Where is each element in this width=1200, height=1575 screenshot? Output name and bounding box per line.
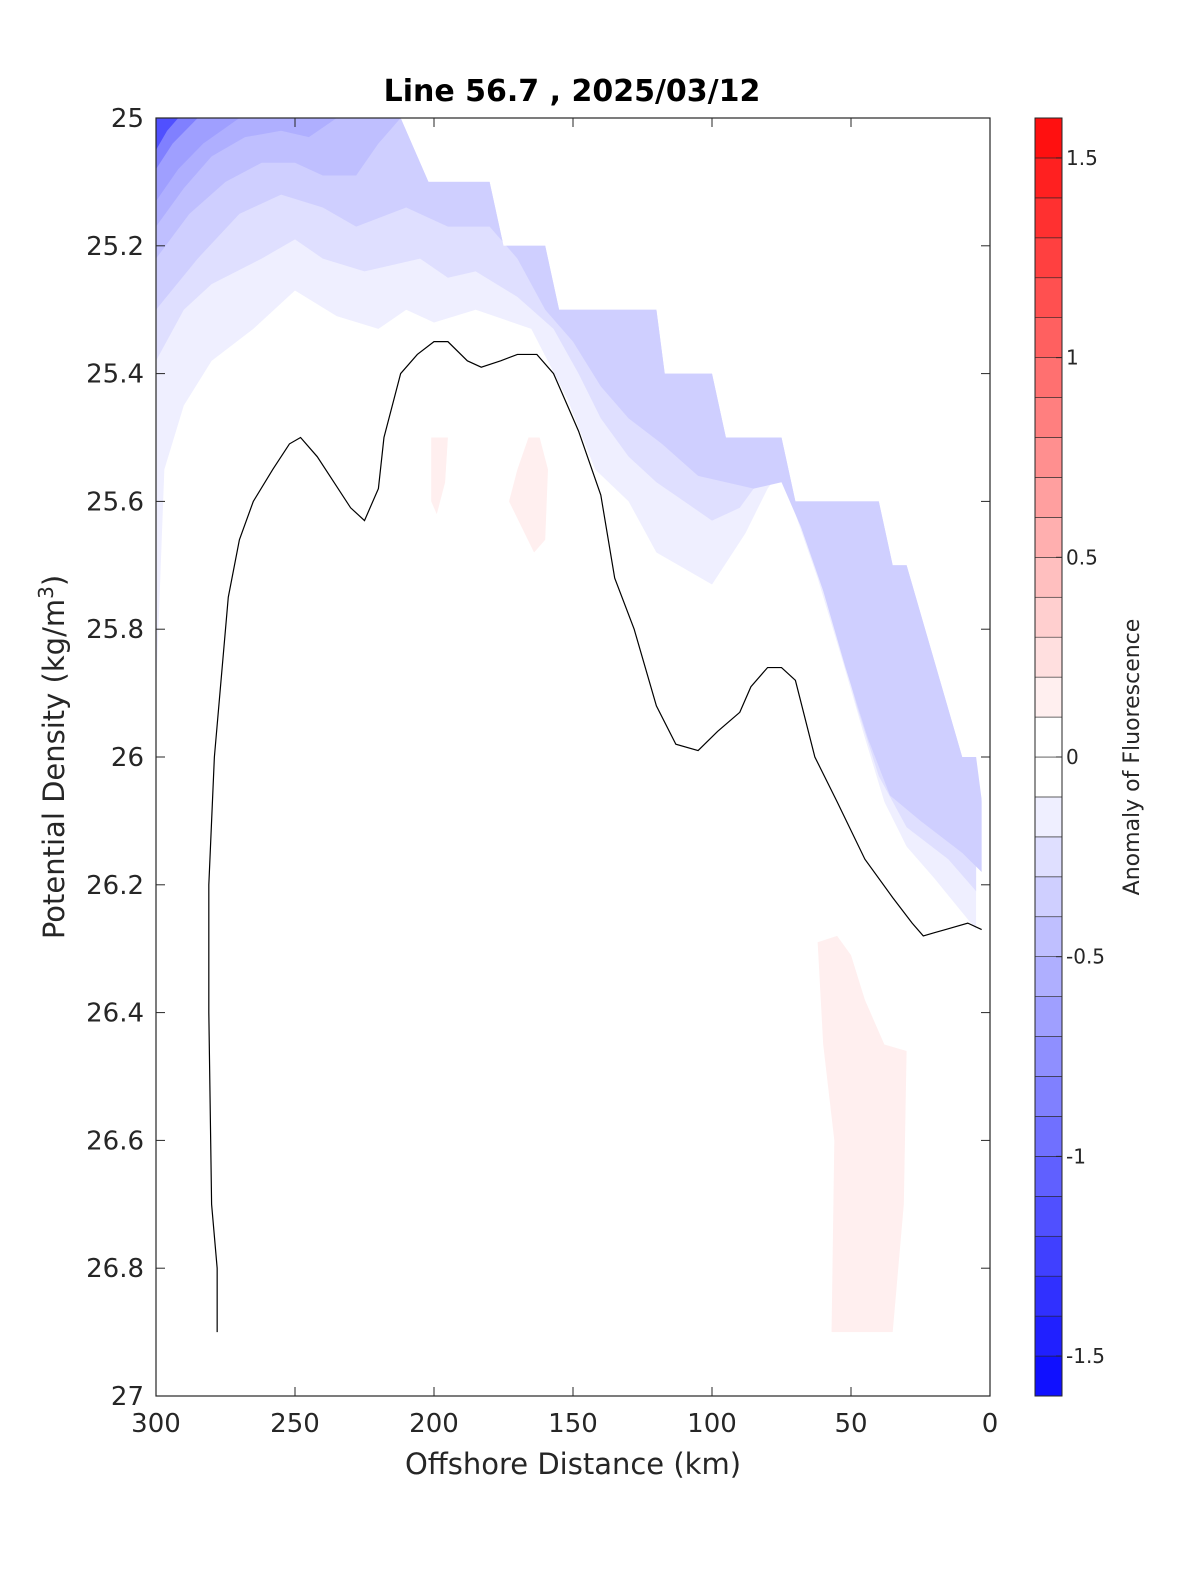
colorbar-segment — [1034, 277, 1063, 318]
x-tick-label: 100 — [687, 1409, 737, 1439]
positive-anomaly-patch-1 — [431, 437, 448, 515]
y-tick-label: 26.4 — [86, 999, 144, 1029]
colorbar-tick-label: -0.5 — [1066, 945, 1105, 969]
x-axis: 300 250 200 150 100 50 0 — [131, 118, 998, 1439]
y-tick-label: 26.8 — [86, 1254, 144, 1284]
colorbar-segment — [1034, 1235, 1063, 1277]
colorbar-segment — [1034, 1156, 1063, 1197]
colorbar-segment — [1034, 756, 1063, 798]
colorbar-segment — [1034, 237, 1063, 279]
chart-title: Line 56.7 , 2025/03/12 — [384, 74, 761, 109]
colorbar-tick-label: 1 — [1066, 346, 1079, 370]
y-axis: 25 25.2 25.4 25.6 25.8 26 26.2 26.4 26.6 26.8 27 — [86, 104, 990, 1412]
zero-contour-line — [208, 341, 982, 1333]
colorbar-segment — [1034, 716, 1063, 758]
y-tick-label: 27 — [111, 1382, 144, 1412]
x-tick-label: 0 — [982, 1409, 999, 1439]
y-axis-label-main: Potential Density (kg/m — [37, 599, 71, 939]
colorbar-segment — [1034, 996, 1063, 1037]
colorbar-tick-label: 1.5 — [1066, 146, 1098, 170]
x-tick-label: 300 — [131, 1409, 181, 1439]
y-axis-label-tail: ) — [37, 575, 71, 586]
y-tick-label: 25.2 — [86, 232, 144, 262]
colorbar-segment — [1034, 1036, 1063, 1077]
zero-contour-layer — [208, 341, 982, 1333]
x-tick-label: 250 — [270, 1409, 320, 1439]
colorbar-segment — [1034, 437, 1063, 478]
colorbar-segment — [1034, 596, 1063, 638]
negative-anomaly-region-8 — [156, 118, 179, 150]
colorbar-tick-label: -1 — [1066, 1144, 1086, 1168]
colorbar-segment — [1034, 1076, 1063, 1117]
colorbar-segment — [1034, 557, 1063, 598]
colorbar-segment — [1034, 197, 1063, 239]
colorbar-segment — [1034, 357, 1063, 398]
x-tick-label: 150 — [548, 1409, 598, 1439]
colorbar-tick-label: 0 — [1066, 745, 1079, 769]
colorbar-segment — [1034, 517, 1063, 558]
colorbar-tick-label: 0.5 — [1066, 545, 1098, 569]
y-tick-label: 26 — [111, 743, 144, 773]
colorbar-segment — [1034, 1196, 1063, 1237]
y-tick-label: 26.6 — [86, 1126, 144, 1156]
y-tick-label: 25.4 — [86, 360, 144, 390]
colorbar-label: Anomaly of Fluorescence — [1120, 619, 1145, 896]
colorbar-segment — [1034, 1275, 1063, 1317]
colorbar-segment — [1034, 317, 1063, 358]
x-tick-label: 200 — [409, 1409, 459, 1439]
colorbar-tick-label: -1.5 — [1066, 1344, 1105, 1368]
colorbar-segment — [1034, 1315, 1063, 1357]
positive-anomaly-patch-2 — [509, 437, 548, 553]
colorbar-segment — [1034, 676, 1063, 718]
x-tick-label: 50 — [834, 1409, 867, 1439]
colorbar-segment — [1034, 876, 1063, 918]
colorbar-segment — [1034, 157, 1063, 199]
colorbar: 1.5 1 0.5 0 -0.5 -1 -1.5 — [1034, 117, 1105, 1397]
positive-anomaly-patch-3 — [817, 935, 907, 1333]
y-tick-label: 25.8 — [86, 615, 144, 645]
colorbar-segment — [1034, 836, 1063, 878]
y-tick-label: 25 — [111, 104, 144, 134]
colorbar-segment — [1034, 796, 1063, 838]
y-axis-label-superscript: 3 — [34, 586, 58, 599]
y-tick-label: 25.6 — [86, 487, 144, 517]
colorbar-segment — [1034, 397, 1063, 438]
colorbar-segment — [1034, 956, 1063, 997]
y-tick-label: 26.2 — [86, 871, 144, 901]
colorbar-segment — [1034, 636, 1063, 678]
colorbar-segment — [1034, 117, 1063, 159]
colorbar-segment — [1034, 916, 1063, 957]
colorbar-segment — [1034, 477, 1063, 518]
colorbar-segment — [1034, 1355, 1063, 1397]
colorbar-segment — [1034, 1116, 1063, 1157]
x-axis-label: Offshore Distance (km) — [405, 1447, 741, 1481]
y-axis-label: Potential Density (kg/m3) — [34, 575, 71, 939]
